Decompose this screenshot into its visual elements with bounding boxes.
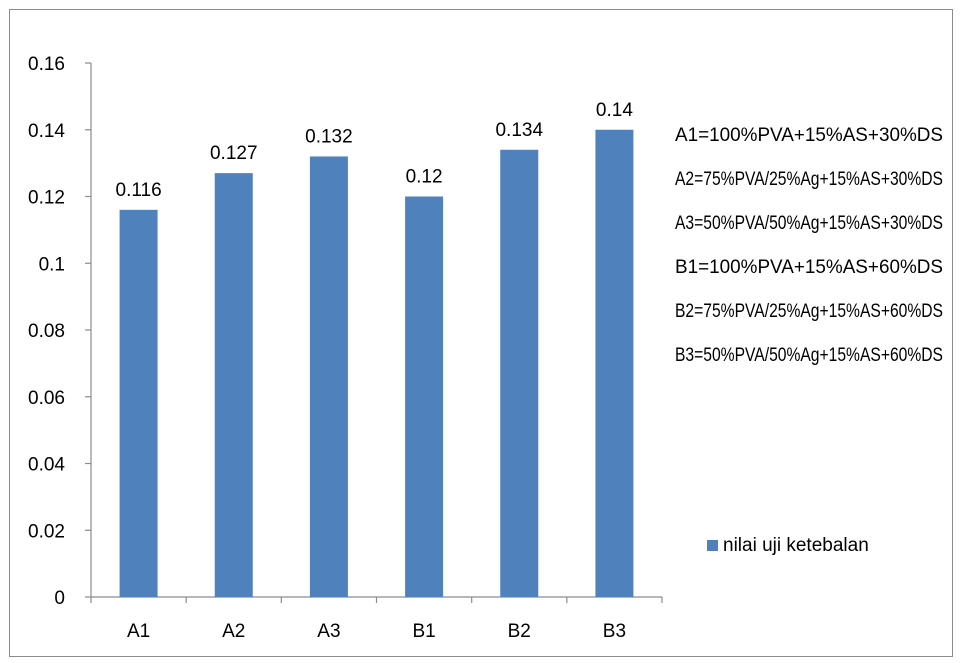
annotation-line: A1=100%PVA+15%AS+30%DS (675, 125, 943, 146)
x-tick-label: B1 (412, 621, 435, 642)
legend-swatch (707, 540, 718, 551)
y-tick-label: 0.1 (39, 254, 65, 275)
y-tick-label: 0.08 (28, 321, 65, 342)
y-tick-label: 0 (54, 588, 65, 609)
x-tick-label: B3 (603, 621, 626, 642)
x-tick-label: B2 (508, 621, 531, 642)
data-label: 0.116 (116, 180, 162, 201)
bar (309, 156, 348, 597)
data-label: 0.132 (305, 126, 353, 147)
data-label: 0.12 (406, 167, 443, 188)
y-tick-label: 0.04 (28, 455, 65, 476)
annotation-line: B1=100%PVA+15%AS+60%DS (675, 257, 943, 278)
x-axis-tick-labels: A1 A2 A3 B1 B2 B3 (127, 621, 626, 642)
x-axis-ticks (90, 597, 663, 603)
x-tick-label: A3 (317, 621, 340, 642)
y-tick-label: 0.02 (28, 521, 65, 542)
x-tick-label: A1 (127, 621, 150, 642)
data-label: 0.14 (596, 100, 633, 121)
y-axis-tick-labels: 0 0.02 0.04 0.06 0.08 0.1 0.12 0.14 0.16 (28, 54, 65, 609)
data-label: 0.134 (495, 120, 543, 141)
y-tick-label: 0.06 (28, 388, 65, 409)
y-axis-ticks (85, 62, 91, 598)
annotation-line: A2=75%PVA/25%Ag+15%AS+30%DS (675, 169, 943, 190)
bar (500, 149, 539, 597)
annotation-line: B3=50%PVA/50%Ag+15%AS+60%DS (675, 345, 943, 366)
bar (214, 173, 253, 597)
data-label: 0.127 (210, 143, 258, 164)
y-tick-label: 0.14 (28, 121, 65, 142)
bar-chart: 00.020.040.060.080.10.120.140.16 0.1160.… (28, 54, 943, 642)
y-tick-label: 0.12 (28, 188, 65, 209)
data-labels: 0.116 0.127 0.132 0.12 0.134 0.14 (116, 100, 634, 201)
bar (405, 196, 444, 597)
bar (119, 209, 158, 597)
chart-frame: 0 0.02 0.04 0.06 0.08 0.1 0.12 0.14 0.16 0.116 0.… (9, 9, 953, 657)
annotation-line: A3=50%PVA/50%Ag+15%AS+30%DS (675, 213, 943, 234)
x-tick-label: A2 (222, 621, 245, 642)
bar (595, 129, 634, 597)
annotation-list: A1=100%PVA+15%AS+30%DS A2=75%PVA/25%Ag+15… (675, 125, 943, 366)
legend: nilai uji ketebalan (707, 535, 869, 556)
legend-label: nilai uji ketebalan (723, 535, 869, 556)
y-tick-label: 0.16 (28, 54, 65, 75)
annotation-line: B2=75%PVA/25%Ag+15%AS+60%DS (675, 301, 943, 322)
bars (119, 129, 634, 597)
